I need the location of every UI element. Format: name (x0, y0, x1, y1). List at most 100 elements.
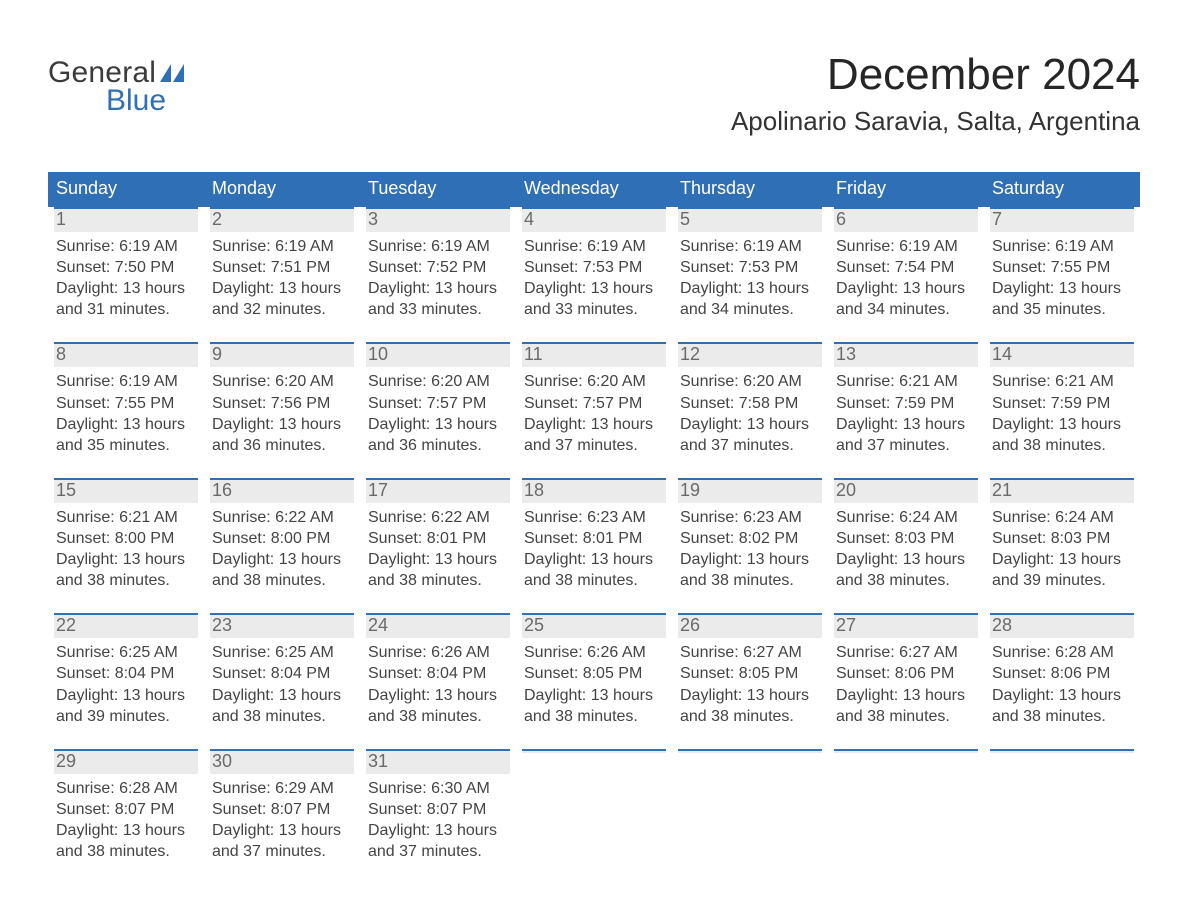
calendar-cell: 17Sunrise: 6:22 AMSunset: 8:01 PMDayligh… (360, 478, 516, 613)
sunrise-line: Sunrise: 6:19 AM (836, 236, 978, 257)
day-number-bar (522, 749, 666, 753)
day-number-bar (678, 749, 822, 753)
logo-text-blue: Blue (106, 84, 184, 118)
day-number-bar (834, 749, 978, 753)
sunset-line: Sunset: 8:07 PM (212, 799, 354, 820)
day-number-bar: 14 (990, 342, 1134, 367)
sunrise-line: Sunrise: 6:20 AM (680, 371, 822, 392)
sunrise-line: Sunrise: 6:24 AM (836, 507, 978, 528)
day-number-bar: 27 (834, 613, 978, 638)
calendar-cell: 24Sunrise: 6:26 AMSunset: 8:04 PMDayligh… (360, 613, 516, 748)
sunset-line: Sunset: 8:06 PM (836, 663, 978, 684)
day-number-bar: 9 (210, 342, 354, 367)
day-body: Sunrise: 6:20 AMSunset: 7:56 PMDaylight:… (210, 367, 354, 455)
day-number-bar: 26 (678, 613, 822, 638)
day-body: Sunrise: 6:27 AMSunset: 8:05 PMDaylight:… (678, 638, 822, 726)
day-number-bar: 1 (54, 207, 198, 232)
day-number-bar: 5 (678, 207, 822, 232)
sunset-line: Sunset: 8:05 PM (524, 663, 666, 684)
daylight-line-1: Daylight: 13 hours (524, 278, 666, 299)
sunset-line: Sunset: 7:58 PM (680, 393, 822, 414)
daylight-line-2: and 35 minutes. (56, 435, 198, 456)
day-number: 4 (524, 209, 534, 229)
sunset-line: Sunset: 8:04 PM (56, 663, 198, 684)
day-body: Sunrise: 6:20 AMSunset: 7:57 PMDaylight:… (522, 367, 666, 455)
sunrise-line: Sunrise: 6:21 AM (56, 507, 198, 528)
sunrise-line: Sunrise: 6:30 AM (368, 778, 510, 799)
day-number: 29 (56, 751, 76, 771)
day-number-bar: 11 (522, 342, 666, 367)
calendar-cell: 25Sunrise: 6:26 AMSunset: 8:05 PMDayligh… (516, 613, 672, 748)
calendar-cell: 12 Sunrise: 6:20 AMSunset: 7:58 PMDayligh… (672, 342, 828, 477)
day-number-bar (990, 749, 1134, 753)
calendar-cell: 10Sunrise: 6:20 AMSunset: 7:57 PMDayligh… (360, 342, 516, 477)
weekday-header: Sunday (48, 172, 204, 207)
daylight-line-2: and 35 minutes. (992, 299, 1134, 320)
calendar-cell: 11Sunrise: 6:20 AMSunset: 7:57 PMDayligh… (516, 342, 672, 477)
day-number-bar: 19 (678, 478, 822, 503)
day-number-bar: 2 (210, 207, 354, 232)
sunrise-line: Sunrise: 6:20 AM (524, 371, 666, 392)
day-number: 5 (680, 209, 690, 229)
day-number: 1 (56, 209, 66, 229)
day-body: Sunrise: 6:23 AMSunset: 8:02 PMDaylight:… (678, 503, 822, 591)
day-number-bar: 28 (990, 613, 1134, 638)
calendar-cell: 5Sunrise: 6:19 AMSunset: 7:53 PMDaylight… (672, 207, 828, 342)
sunrise-line: Sunrise: 6:21 AM (836, 371, 978, 392)
day-number-bar: 29 (54, 749, 198, 774)
day-number-bar: 12 (678, 342, 822, 367)
daylight-line-2: and 39 minutes. (992, 570, 1134, 591)
calendar-cell: 23Sunrise: 6:25 AMSunset: 8:04 PMDayligh… (204, 613, 360, 748)
sunset-line: Sunset: 8:07 PM (368, 799, 510, 820)
day-number: 22 (56, 615, 76, 635)
day-number: 9 (212, 344, 222, 364)
day-body: Sunrise: 6:19 AMSunset: 7:51 PMDaylight:… (210, 232, 354, 320)
daylight-line-1: Daylight: 13 hours (56, 685, 198, 706)
day-number-bar: 20 (834, 478, 978, 503)
sunset-line: Sunset: 8:03 PM (836, 528, 978, 549)
day-number: 21 (992, 480, 1012, 500)
sunset-line: Sunset: 7:55 PM (56, 393, 198, 414)
sunset-line: Sunset: 7:53 PM (680, 257, 822, 278)
day-number: 10 (368, 344, 388, 364)
day-body: Sunrise: 6:27 AMSunset: 8:06 PMDaylight:… (834, 638, 978, 726)
weekday-header: Monday (204, 172, 360, 207)
daylight-line-1: Daylight: 13 hours (524, 414, 666, 435)
calendar-week: 1Sunrise: 6:19 AMSunset: 7:50 PMDaylight… (48, 207, 1140, 342)
day-number: 26 (680, 615, 700, 635)
day-number: 30 (212, 751, 232, 771)
header: General Blue December 2024 Apolinario Sa… (48, 44, 1140, 164)
sunrise-line: Sunrise: 6:27 AM (836, 642, 978, 663)
calendar-cell: 30Sunrise: 6:29 AMSunset: 8:07 PMDayligh… (204, 749, 360, 884)
sunset-line: Sunset: 8:02 PM (680, 528, 822, 549)
day-body: Sunrise: 6:25 AMSunset: 8:04 PMDaylight:… (54, 638, 198, 726)
sunrise-line: Sunrise: 6:28 AM (992, 642, 1134, 663)
sunrise-line: Sunrise: 6:19 AM (992, 236, 1134, 257)
weekday-header: Wednesday (516, 172, 672, 207)
sunrise-line: Sunrise: 6:28 AM (56, 778, 198, 799)
daylight-line-2: and 38 minutes. (56, 841, 198, 862)
daylight-line-2: and 33 minutes. (368, 299, 510, 320)
calendar-cell (984, 749, 1140, 884)
daylight-line-1: Daylight: 13 hours (680, 414, 822, 435)
sunset-line: Sunset: 8:00 PM (212, 528, 354, 549)
daylight-line-1: Daylight: 13 hours (368, 549, 510, 570)
logo: General Blue (48, 56, 184, 118)
calendar-cell: 1Sunrise: 6:19 AMSunset: 7:50 PMDaylight… (48, 207, 204, 342)
daylight-line-1: Daylight: 13 hours (368, 278, 510, 299)
sunset-line: Sunset: 7:53 PM (524, 257, 666, 278)
day-number-bar: 31 (366, 749, 510, 774)
daylight-line-1: Daylight: 13 hours (836, 549, 978, 570)
daylight-line-2: and 31 minutes. (56, 299, 198, 320)
daylight-line-2: and 36 minutes. (368, 435, 510, 456)
sunrise-line: Sunrise: 6:19 AM (56, 236, 198, 257)
daylight-line-1: Daylight: 13 hours (212, 820, 354, 841)
daylight-line-1: Daylight: 13 hours (368, 685, 510, 706)
sunset-line: Sunset: 8:03 PM (992, 528, 1134, 549)
day-body: Sunrise: 6:24 AMSunset: 8:03 PMDaylight:… (834, 503, 978, 591)
day-body: Sunrise: 6:30 AMSunset: 8:07 PMDaylight:… (366, 774, 510, 862)
day-number: 20 (836, 480, 856, 500)
sunset-line: Sunset: 7:51 PM (212, 257, 354, 278)
daylight-line-1: Daylight: 13 hours (836, 414, 978, 435)
sunset-line: Sunset: 7:54 PM (836, 257, 978, 278)
